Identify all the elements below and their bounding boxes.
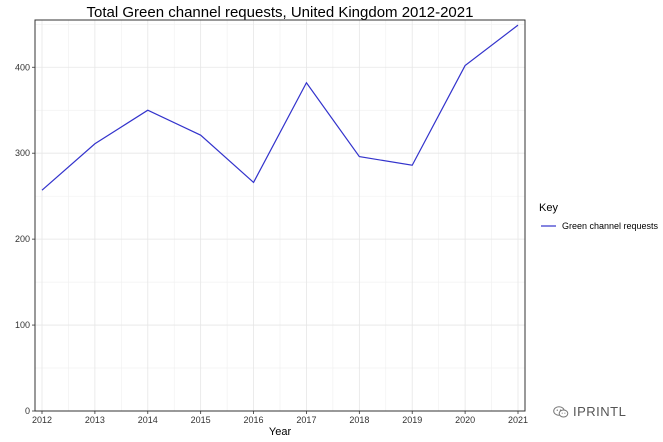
x-tick-label: 2017 — [296, 415, 316, 425]
data-point — [516, 23, 520, 27]
x-tick-label: 2018 — [349, 415, 369, 425]
data-point — [252, 180, 256, 184]
axes: 0 100 200 300 400 2012 2013 2014 2015 2016 2017 201… — [15, 62, 528, 425]
chart-title: Total Green channel requests, United Kin… — [87, 4, 474, 21]
x-axis-title: Year — [269, 426, 292, 438]
watermark: IPRINTL — [553, 404, 626, 419]
x-tick-label: 2016 — [244, 415, 264, 425]
x-tick-label: 2019 — [402, 415, 422, 425]
data-point — [304, 81, 308, 85]
wechat-icon — [553, 405, 569, 417]
data-point — [93, 142, 97, 146]
y-tick-label: 200 — [15, 234, 30, 244]
y-tick-label: 100 — [15, 320, 30, 330]
x-tick-label: 2020 — [455, 415, 475, 425]
x-tick-label: 2012 — [32, 415, 52, 425]
data-point — [410, 163, 414, 167]
data-point — [357, 155, 361, 159]
watermark-text: IPRINTL — [573, 404, 627, 419]
legend: Key Green channel requests — [539, 202, 659, 231]
data-point — [40, 188, 44, 192]
series-line-green-channel-requests — [41, 24, 519, 191]
x-tick-label: 2021 — [508, 415, 528, 425]
data-point — [199, 133, 203, 137]
x-tick-label: 2015 — [191, 415, 211, 425]
legend-label: Green channel requests — [562, 221, 659, 231]
grid-lines — [35, 20, 525, 412]
y-tick-label: 300 — [15, 148, 30, 158]
plot-border — [34, 19, 526, 412]
y-tick-label: 0 — [25, 406, 30, 416]
x-tick-label: 2013 — [85, 415, 105, 425]
data-point — [146, 108, 150, 112]
data-point — [463, 64, 467, 68]
legend-title: Key — [539, 202, 558, 214]
x-tick-label: 2014 — [138, 415, 158, 425]
y-tick-label: 400 — [15, 62, 30, 72]
